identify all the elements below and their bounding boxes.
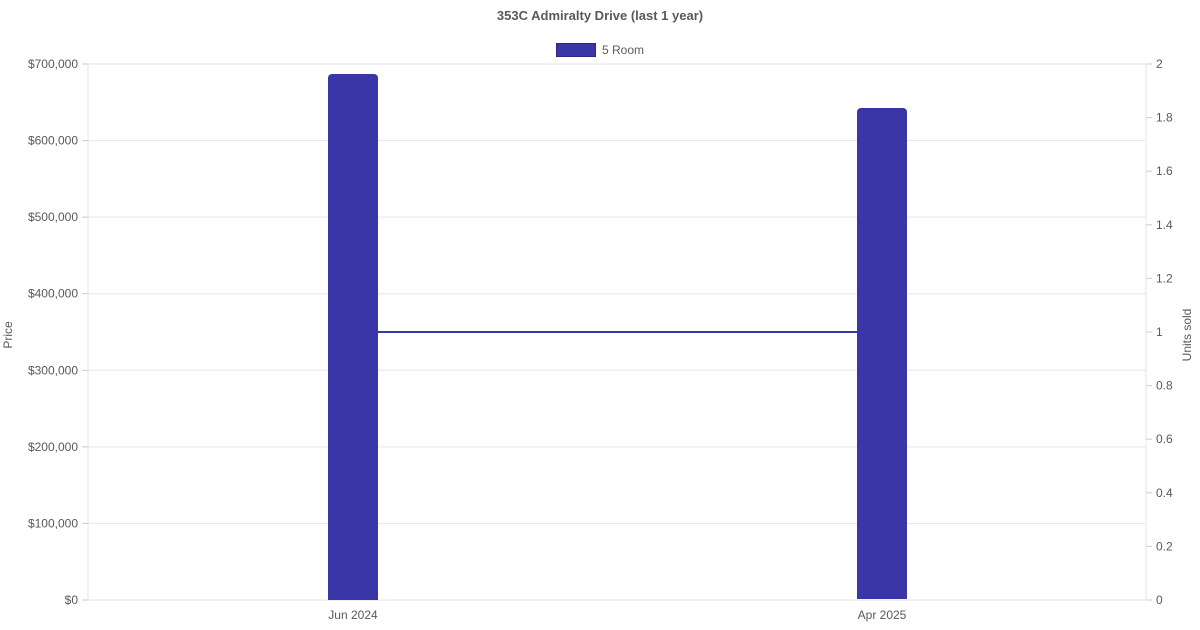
svg-text:$700,000: $700,000 <box>28 57 78 71</box>
svg-text:$500,000: $500,000 <box>28 210 78 224</box>
svg-text:$0: $0 <box>65 593 79 607</box>
svg-text:Units sold: Units sold <box>1180 309 1194 362</box>
svg-text:$600,000: $600,000 <box>28 134 78 148</box>
svg-text:$200,000: $200,000 <box>28 440 78 454</box>
svg-text:1: 1 <box>1156 325 1163 339</box>
svg-text:$400,000: $400,000 <box>28 287 78 301</box>
svg-text:1.8: 1.8 <box>1156 111 1173 125</box>
svg-text:0.4: 0.4 <box>1156 486 1173 500</box>
svg-text:$300,000: $300,000 <box>28 363 78 377</box>
svg-text:0.2: 0.2 <box>1156 539 1173 553</box>
svg-text:0.6: 0.6 <box>1156 432 1173 446</box>
svg-text:Price: Price <box>1 321 15 349</box>
svg-text:Jun 2024: Jun 2024 <box>328 608 378 622</box>
svg-text:0.8: 0.8 <box>1156 379 1173 393</box>
svg-text:1.6: 1.6 <box>1156 164 1173 178</box>
svg-text:$100,000: $100,000 <box>28 516 78 530</box>
svg-text:Apr 2025: Apr 2025 <box>858 608 907 622</box>
svg-text:1.4: 1.4 <box>1156 218 1173 232</box>
svg-text:1.2: 1.2 <box>1156 271 1173 285</box>
svg-text:0: 0 <box>1156 593 1163 607</box>
svg-text:2: 2 <box>1156 57 1163 71</box>
